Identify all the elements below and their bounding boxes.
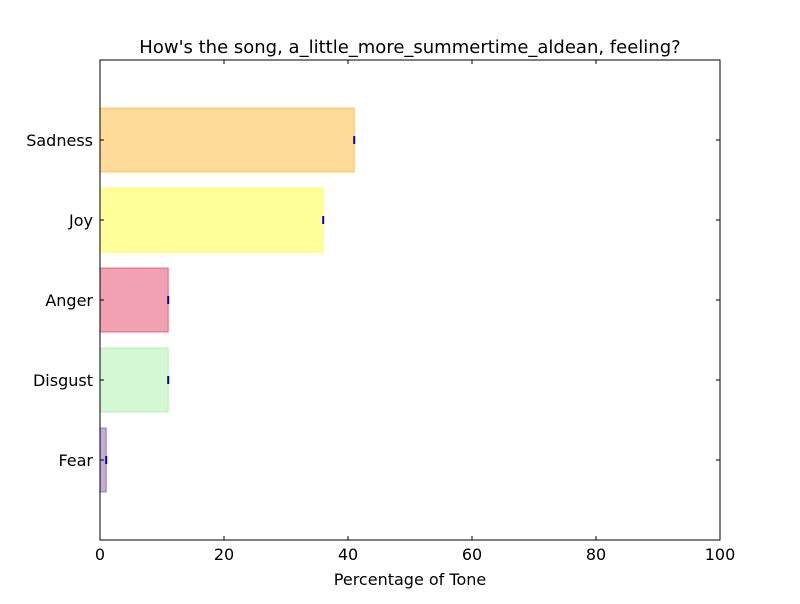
x-tick-label-20: 20	[214, 545, 234, 564]
y-tick-label-fear: Fear	[58, 451, 93, 470]
bar-disgust	[99, 347, 169, 413]
bars-layer	[99, 107, 356, 493]
ticks-layer: Sadness Joy Anger Disgust Fear 0 20 40 60 80 100	[26, 60, 735, 564]
bar-joy	[99, 187, 324, 253]
x-tick-label-60: 60	[462, 545, 482, 564]
x-tick-label-0: 0	[95, 545, 105, 564]
y-tick-label-disgust: Disgust	[33, 371, 93, 390]
x-tick-label-80: 80	[586, 545, 606, 564]
y-tick-label-sadness: Sadness	[26, 131, 93, 150]
x-tick-label-40: 40	[338, 545, 358, 564]
x-axis-label: Percentage of Tone	[334, 570, 486, 589]
bar-anger	[99, 267, 169, 333]
x-tick-label-100: 100	[705, 545, 736, 564]
chart-title: How's the song, a_little_more_summertime…	[139, 37, 680, 58]
y-tick-label-joy: Joy	[68, 211, 93, 230]
plot-frame	[99, 59, 721, 541]
bar-sadness	[99, 107, 355, 173]
y-tick-label-anger: Anger	[45, 291, 93, 310]
